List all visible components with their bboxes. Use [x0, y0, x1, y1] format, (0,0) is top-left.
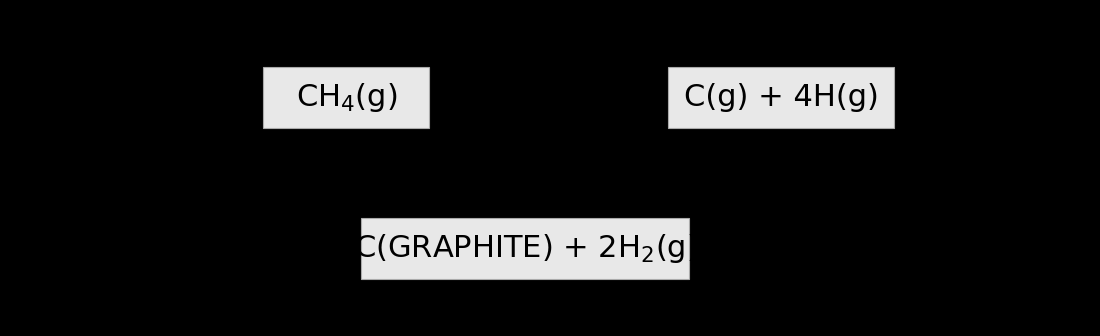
FancyBboxPatch shape: [361, 218, 690, 279]
Text: C(g) + 4H(g): C(g) + 4H(g): [684, 83, 879, 112]
FancyBboxPatch shape: [668, 67, 894, 128]
Text: CH$_{4}$(g): CH$_{4}$(g): [296, 81, 397, 114]
Text: C(GRAPHITE) + 2H$_{2}$(g): C(GRAPHITE) + 2H$_{2}$(g): [353, 232, 697, 265]
FancyBboxPatch shape: [263, 67, 429, 128]
